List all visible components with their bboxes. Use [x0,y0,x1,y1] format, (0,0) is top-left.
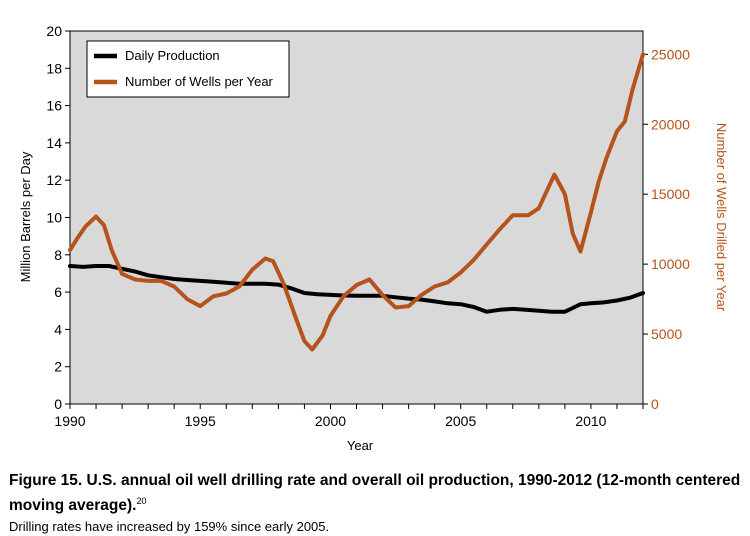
x-tick-label: 2010 [575,413,606,429]
y-tick-label: 2 [54,359,62,375]
y-tick-label: 12 [46,172,62,188]
series-line-wells-per-year [68,52,645,352]
y2-tick-label: 10000 [651,256,690,272]
figure-caption-subtitle: Drilling rates have increased by 159% si… [9,519,330,535]
y-tick-label: 6 [54,284,62,300]
footnote-marker: 20 [136,496,147,506]
y-tick-label: 0 [54,396,62,412]
y2-tick-label: 20000 [651,116,690,132]
figure-caption-title: Figure 15. U.S. annual oil well drilling… [9,470,744,516]
chart: 0 2 4 6 8 10 12 14 16 18 20 0 5000 10000 15000 20000 25… [18,23,729,453]
y2-tick-label: 15000 [651,186,690,202]
x-axis-title: Year [347,438,374,453]
y2-tick-label: 25000 [651,46,690,62]
series-line-daily-production [68,264,645,314]
legend-label-wells: Number of Wells per Year [125,74,274,89]
x-tick-label: 1995 [185,413,216,429]
y-tick-label: 14 [46,135,62,151]
y-tick-label: 4 [54,321,62,337]
x-tick-label: 1990 [54,413,85,429]
series-layer [68,52,645,352]
y-axis-title-right: Number of Wells Drilled per Year [714,123,729,312]
left-axis: 0 2 4 6 8 10 12 14 16 18 20 [46,23,70,412]
legend-label-production: Daily Production [125,48,220,63]
caption: Figure 15. U.S. annual oil well drilling… [9,470,744,534]
y-tick-label: 8 [54,247,62,263]
x-tick-label: 2005 [445,413,476,429]
y-tick-label: 10 [46,210,62,226]
caption-title-text: Figure 15. U.S. annual oil well drilling… [9,472,741,515]
x-tick-label: 2000 [315,413,346,429]
y2-tick-label: 0 [651,396,659,412]
x-axis: 1990 1995 2000 2005 2010 [54,404,644,429]
y-tick-label: 18 [46,60,62,76]
y2-tick-label: 5000 [651,326,682,342]
right-axis: 0 5000 10000 15000 20000 25000 [643,46,690,412]
y-tick-label: 20 [46,23,62,39]
legend-box [86,40,290,98]
y-axis-title-left: Million Barrels per Day [18,151,33,282]
y-tick-label: 16 [46,98,62,114]
legend: Daily Production Number of Wells per Yea… [86,40,290,98]
